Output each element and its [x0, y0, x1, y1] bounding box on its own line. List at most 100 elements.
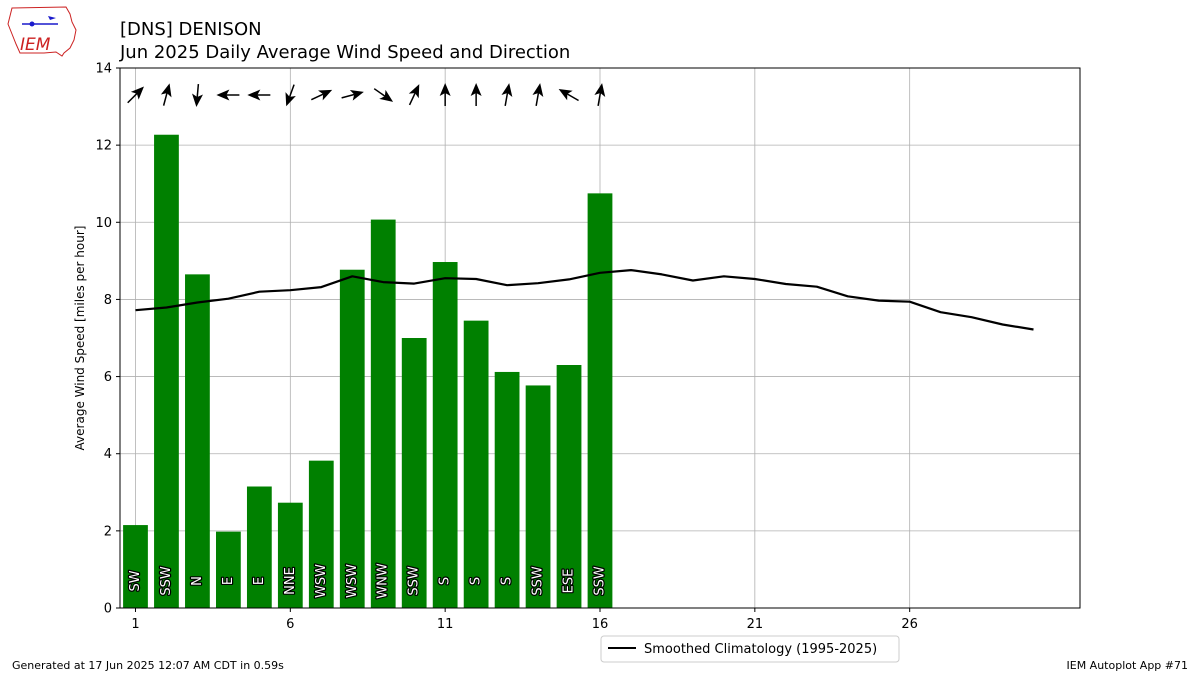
wind-arrow-shaft — [288, 84, 295, 98]
wind-arrows-group — [127, 83, 606, 107]
wind-arrow — [285, 84, 296, 107]
legend-box — [600, 635, 900, 663]
wind-arrow-shaft — [311, 93, 324, 101]
x-tick-label: 16 — [592, 617, 609, 632]
wind-arrow-head — [558, 89, 573, 101]
wind-arrow-shaft — [535, 92, 540, 106]
wind-bar — [308, 460, 334, 608]
wind-arrow-head — [594, 83, 606, 97]
wind-bar — [216, 531, 241, 608]
direction-label: S — [500, 577, 515, 585]
bars-group — [123, 134, 613, 609]
wind-arrow-shaft — [373, 88, 386, 97]
y-tick-label: 14 — [95, 62, 112, 77]
direction-label: SW — [128, 570, 143, 591]
y-tick-label: 0 — [104, 602, 112, 617]
x-tick-label: 1 — [131, 617, 139, 632]
wind-bar — [587, 193, 613, 608]
logo-wing — [48, 16, 56, 20]
wind-arrow — [216, 89, 240, 101]
wind-arrow-head — [349, 89, 364, 101]
direction-label: SSW — [407, 566, 422, 596]
wind-bar — [556, 365, 582, 608]
wind-arrow-shaft — [504, 92, 509, 106]
direction-label: NNE — [283, 567, 298, 595]
legend-label: Smoothed Climatology (1995-2025) — [644, 642, 877, 657]
wind-arrow — [501, 83, 513, 106]
x-tick-label: 6 — [286, 617, 294, 632]
wind-arrow-shaft — [597, 92, 602, 106]
direction-label: SSW — [159, 566, 174, 596]
wind-arrow — [341, 89, 364, 101]
x-tick-label: 26 — [901, 617, 918, 632]
wind-bar — [277, 502, 303, 608]
wind-arrow-head — [285, 92, 296, 107]
wind-arrow-shaft — [341, 93, 355, 99]
wind-arrow-head — [318, 89, 333, 101]
wind-arrow-shaft — [408, 92, 416, 106]
x-tick-label: 11 — [437, 617, 454, 632]
x-tick-label: 21 — [747, 617, 764, 632]
wind-arrow-head — [439, 83, 451, 96]
y-tick-label: 4 — [104, 447, 112, 462]
wind-bar — [370, 219, 396, 609]
y-tick-label: 10 — [95, 216, 112, 231]
direction-label: SSW — [531, 566, 546, 596]
logo-dot — [29, 21, 35, 27]
wind-bar — [463, 320, 489, 608]
wind-bar — [246, 486, 272, 608]
wind-bar — [525, 385, 551, 608]
logo-text: IEM — [20, 35, 51, 55]
direction-labels-group: SW SSW N E E NNE WSW WSW WNW SSW S S S SSW ESE SSW — [127, 562, 609, 600]
direction-label: SSW — [593, 566, 608, 596]
wind-arrow — [408, 84, 420, 106]
wind-arrow — [247, 89, 271, 101]
y-tick-label: 2 — [104, 524, 112, 539]
wind-arrow — [594, 83, 606, 106]
wind-arrow-head — [247, 89, 261, 101]
wind-arrow-shaft — [127, 93, 138, 104]
legend: Smoothed Climatology (1995-2025) — [600, 635, 900, 663]
wind-bar — [185, 274, 210, 608]
wind-arrow-shaft — [566, 93, 579, 102]
wind-arrow — [192, 83, 203, 107]
wind-arrow-head — [501, 83, 513, 97]
wind-arrow — [439, 83, 451, 106]
wind-arrow-head — [216, 89, 230, 101]
direction-label: E — [252, 577, 267, 585]
wind-bar — [154, 134, 179, 608]
wind-arrow-shaft — [162, 92, 168, 106]
direction-label: ESE — [562, 569, 577, 594]
direction-label: S — [438, 577, 453, 585]
climatology-group — [135, 269, 1034, 331]
wind-arrow — [532, 83, 544, 106]
wind-arrow-head — [192, 93, 203, 107]
wind-bar — [401, 338, 427, 608]
wind-arrow — [373, 88, 394, 102]
climatology-line — [135, 269, 1034, 331]
chart-title-line2: Jun 2025 Daily Average Wind Speed and Di… — [119, 42, 570, 63]
y-tick-label: 12 — [95, 139, 112, 154]
wind-arrow-head — [408, 84, 420, 99]
y-axis-label: Average Wind Speed [miles per hour] — [73, 226, 87, 451]
wind-bar — [494, 371, 520, 608]
direction-label: WNW — [376, 563, 391, 599]
footer-generated: Generated at 17 Jun 2025 12:07 AM CDT in… — [12, 659, 284, 672]
wind-arrow — [558, 89, 579, 102]
wind-arrow-head — [130, 86, 144, 100]
direction-label: WSW — [345, 564, 360, 598]
wind-bar — [432, 262, 458, 608]
iem-logo: IEM — [7, 6, 77, 57]
wind-bar — [123, 525, 148, 608]
y-tick-label: 8 — [104, 293, 112, 308]
wind-arrow-head — [379, 89, 394, 102]
wind-arrow-head — [532, 83, 544, 97]
direction-label: S — [469, 577, 484, 585]
wind-arrow — [127, 86, 144, 104]
direction-label: WSW — [314, 564, 329, 598]
chart-title-line1: [DNS] DENISON — [120, 19, 262, 40]
direction-label: E — [221, 577, 236, 585]
